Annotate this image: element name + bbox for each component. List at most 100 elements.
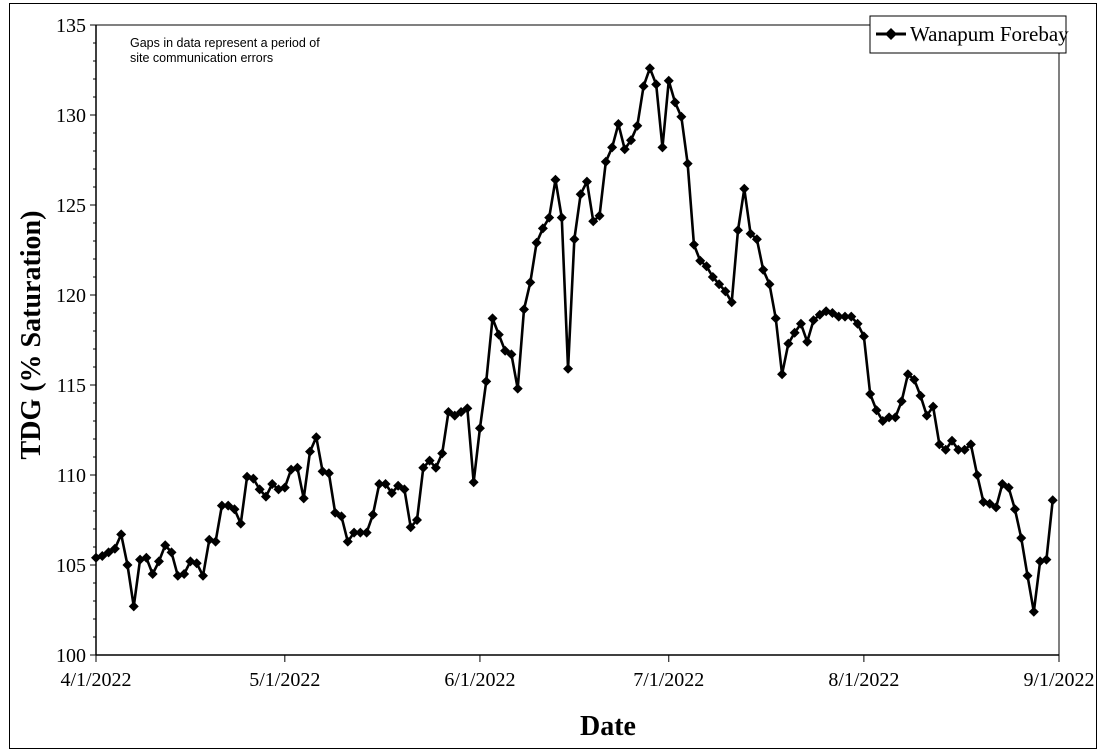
data-point: [594, 210, 605, 221]
data-point: [626, 135, 636, 146]
data-point: [733, 225, 743, 236]
data-point: [657, 142, 668, 153]
x-tick-label-5: 9/1/2022: [1023, 669, 1094, 691]
data-point: [191, 558, 202, 569]
data-point: [374, 479, 385, 489]
data-point: [179, 569, 190, 579]
data-point: [777, 369, 788, 380]
data-point: [840, 311, 850, 322]
data-point: [720, 286, 731, 297]
x-tick-label-2: 6/1/2022: [444, 669, 515, 691]
data-point: [166, 547, 177, 558]
data-point: [418, 462, 429, 473]
data-point: [386, 488, 397, 498]
data-point: [915, 390, 926, 401]
data-point: [890, 412, 901, 423]
data-point: [210, 536, 221, 547]
data-point: [336, 511, 347, 522]
data-point: [1003, 482, 1014, 493]
data-point: [493, 329, 504, 340]
y-tick-label-1: 105: [56, 555, 86, 577]
data-point: [481, 376, 492, 387]
data-point: [462, 403, 473, 414]
x-tick-label-4: 8/1/2022: [828, 669, 899, 691]
data-point: [116, 529, 127, 540]
data-point: [714, 279, 725, 290]
y-tick-label-3: 115: [57, 375, 86, 397]
y-tick-label-6: 130: [56, 105, 86, 127]
data-point: [109, 543, 120, 554]
data-point: [298, 493, 309, 504]
y-tick-label-0: 100: [56, 645, 86, 667]
data-point: [437, 448, 448, 459]
legend-diamond-marker: [885, 28, 897, 40]
data-point: [311, 432, 322, 443]
data-point: [682, 158, 693, 169]
data-point: [399, 484, 410, 495]
data-point: [1041, 554, 1052, 565]
data-point: [632, 120, 643, 131]
data-point: [412, 515, 422, 525]
data-point: [355, 527, 366, 538]
data-point: [487, 313, 498, 324]
data-point: [474, 423, 485, 434]
data-point: [846, 311, 857, 322]
data-point: [556, 212, 567, 223]
data-point: [600, 156, 611, 167]
data-point: [651, 79, 662, 90]
data-point: [638, 81, 649, 92]
data-point: [663, 75, 674, 86]
data-point: [254, 484, 265, 495]
data-point: [802, 336, 813, 347]
data-point: [833, 311, 844, 322]
data-point: [921, 410, 932, 421]
data-point: [248, 473, 259, 484]
data-point: [525, 277, 536, 288]
data-point: [128, 601, 139, 612]
data-point: [361, 527, 372, 538]
y-tick-label-2: 110: [57, 465, 86, 487]
data-point: [468, 477, 479, 488]
data-point: [991, 502, 1002, 513]
data-point: [947, 435, 957, 446]
data-point: [430, 462, 441, 473]
data-point: [147, 569, 158, 579]
data-point: [934, 439, 945, 450]
data-point: [235, 518, 246, 529]
data-point: [701, 261, 712, 272]
data-point: [965, 439, 976, 450]
data-point: [953, 444, 964, 455]
data-point: [267, 479, 278, 489]
data-point: [644, 63, 655, 74]
legend: Wanapum Forebay: [869, 15, 1069, 54]
annotation-line-2: site communication errors: [130, 51, 273, 65]
y-tick-label-5: 125: [56, 195, 86, 217]
data-point: [739, 183, 750, 194]
data-point: [909, 374, 920, 385]
data-point: [852, 318, 863, 329]
data-point: [260, 491, 271, 502]
data-point: [707, 272, 718, 282]
data-point: [323, 468, 334, 479]
data-point: [569, 234, 580, 245]
data-point: [563, 363, 574, 374]
data-point: [229, 504, 240, 515]
data-point: [424, 455, 435, 466]
data-point: [795, 318, 806, 329]
data-point: [519, 304, 529, 315]
data-point: [1047, 495, 1058, 506]
data-point: [884, 412, 895, 423]
series-line-wanapum-forebay: [95, 66, 1055, 614]
x-axis-title: Date: [580, 711, 636, 742]
data-point: [581, 176, 592, 187]
x-tick-label-0: 4/1/2022: [60, 669, 131, 691]
data-point: [342, 536, 353, 547]
data-point: [367, 509, 378, 520]
data-point: [160, 540, 171, 551]
data-point: [216, 500, 227, 511]
data-point: [676, 111, 687, 122]
data-point: [380, 479, 391, 489]
data-point: [198, 570, 208, 581]
data-point: [865, 389, 876, 399]
